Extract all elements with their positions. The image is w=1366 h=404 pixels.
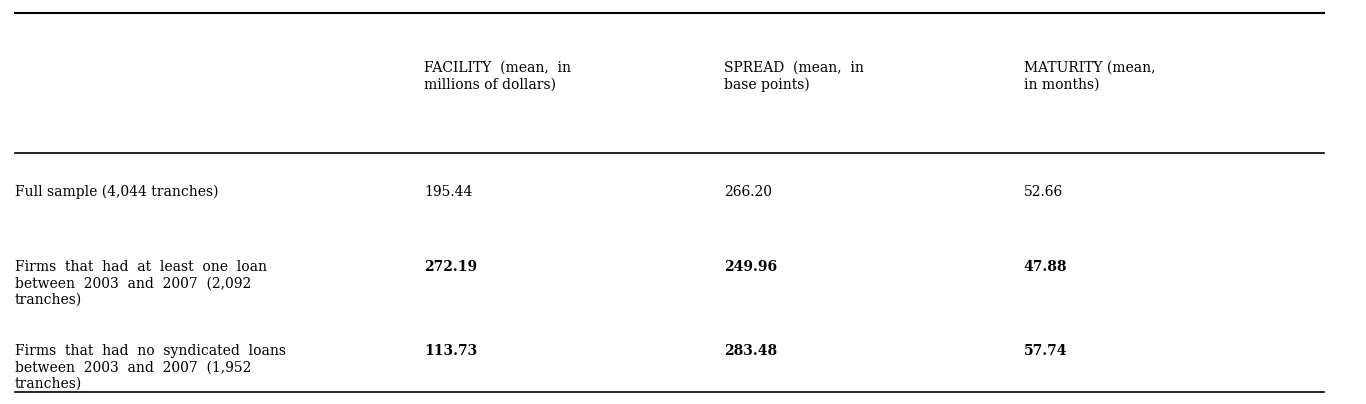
Text: SPREAD  (mean,  in
base points): SPREAD (mean, in base points) [724, 61, 863, 92]
Text: MATURITY (mean,
in months): MATURITY (mean, in months) [1023, 61, 1156, 91]
Text: 113.73: 113.73 [423, 344, 477, 358]
Text: 57.74: 57.74 [1023, 344, 1067, 358]
Text: Full sample (4,044 tranches): Full sample (4,044 tranches) [15, 185, 219, 199]
Text: 266.20: 266.20 [724, 185, 772, 199]
Text: 283.48: 283.48 [724, 344, 777, 358]
Text: Firms  that  had  no  syndicated  loans
between  2003  and  2007  (1,952
tranche: Firms that had no syndicated loans betwe… [15, 344, 285, 390]
Text: 52.66: 52.66 [1023, 185, 1063, 199]
Text: 272.19: 272.19 [423, 260, 477, 274]
Text: 249.96: 249.96 [724, 260, 777, 274]
Text: 195.44: 195.44 [423, 185, 473, 199]
Text: Firms  that  had  at  least  one  loan
between  2003  and  2007  (2,092
tranches: Firms that had at least one loan between… [15, 260, 266, 307]
Text: FACILITY  (mean,  in
millions of dollars): FACILITY (mean, in millions of dollars) [423, 61, 571, 91]
Text: 47.88: 47.88 [1023, 260, 1067, 274]
